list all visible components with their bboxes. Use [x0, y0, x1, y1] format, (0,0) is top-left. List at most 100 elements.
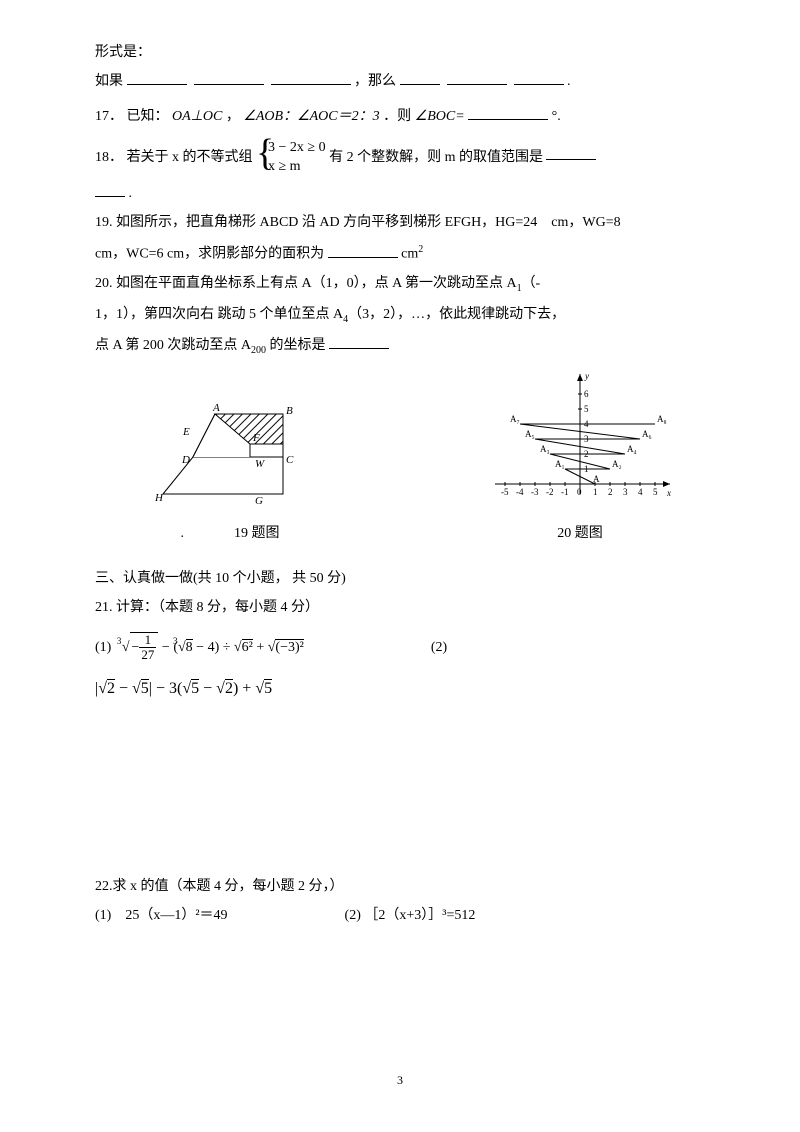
q16-prefix: 如果: [95, 74, 123, 89]
svg-text:y: y: [584, 371, 589, 381]
svg-text:3: 3: [623, 487, 628, 497]
q22-p1: (1) 25（x—1）²＝49: [95, 908, 228, 923]
q16-line1: 形式是：: [95, 40, 705, 65]
num: 1: [139, 633, 156, 648]
q17-expr-c: ∠BOC=: [415, 109, 465, 124]
svg-text:A₅: A₅: [525, 429, 535, 439]
q18-num: 18．: [95, 149, 123, 164]
svg-text:-1: -1: [561, 487, 569, 497]
q21-expr1: 3√−127 − (3√8 − 4) ÷ √6² + √(−3)²: [122, 640, 308, 655]
abs-l: |: [95, 680, 98, 697]
coordinate-diagram: -5-4-3 -2-10 123 45 123 456: [485, 369, 675, 509]
svg-text:C: C: [286, 454, 294, 466]
blank: [546, 146, 596, 160]
root-idx: 3: [117, 633, 122, 649]
q22-p2: (2) ［2（x+3）］³=512: [345, 908, 476, 923]
fig20-caption: 20 题图: [485, 521, 675, 546]
svg-text:-2: -2: [546, 487, 554, 497]
svg-text:H: H: [155, 492, 164, 504]
q20-text-b: （-: [522, 276, 541, 291]
q17-text-b: ，: [226, 109, 240, 124]
q20-text-d: （3，2），…，依此规律跳动下去，: [348, 307, 565, 322]
svg-text:A₂: A₂: [612, 459, 622, 469]
q19-sup: 2: [418, 244, 423, 255]
r2b: 2: [225, 679, 233, 697]
q18-line2: .: [95, 181, 705, 206]
blank: [514, 71, 564, 85]
svg-text:0: 0: [577, 487, 582, 497]
svg-text:A: A: [212, 402, 220, 414]
blank: [447, 71, 507, 85]
svg-text:A₄: A₄: [627, 444, 637, 454]
q20-text-c: 1，1），第四次向右 跳动 5 个单位至点 A: [95, 307, 343, 322]
q19-unit: cm: [401, 247, 418, 262]
blank: [194, 71, 264, 85]
q21-p1-label: (1): [95, 640, 111, 655]
svg-text:-3: -3: [531, 487, 539, 497]
plus: +: [253, 640, 268, 655]
svg-text:5: 5: [653, 487, 658, 497]
sys-line2: x ≥ m: [268, 157, 326, 177]
q19-line1: 19. 如图所示，把直角梯形 ABCD 沿 AD 方向平移到梯形 EFGH，HG…: [95, 210, 705, 235]
q20-text-a: 如图在平面直角坐标系上有点 A（1，0），点 A 第一次跳动至点 A: [116, 276, 517, 291]
r62: 6²: [242, 639, 253, 655]
q17-text-c: ．则: [383, 109, 411, 124]
den: 27: [139, 648, 156, 662]
q17-num: 17．: [95, 109, 123, 124]
m4: − 4) ÷: [193, 640, 234, 655]
svg-text:1: 1: [593, 487, 598, 497]
q17-text-a: 已知：: [127, 109, 169, 124]
q17: 17． 已知： OA⊥OC ， ∠AOB：∠AOC＝2：3 ．则 ∠BOC= °…: [95, 104, 705, 129]
svg-text:4: 4: [638, 487, 643, 497]
svg-text:2: 2: [608, 487, 613, 497]
q22-parts: (1) 25（x—1）²＝49 (2) ［2（x+3）］³=512: [95, 903, 705, 928]
q20-text-f: 的坐标是: [266, 338, 326, 353]
fig19-caption-text: 19 题图: [234, 526, 280, 541]
svg-text:F: F: [252, 432, 260, 444]
blank: [400, 71, 440, 85]
svg-text:G: G: [255, 495, 263, 507]
blank: [271, 71, 351, 85]
minus: −: [115, 680, 132, 697]
q18-text-b: 有 2 个整数解，则 m 的取值范围是: [329, 149, 543, 164]
svg-text:A₇: A₇: [510, 414, 520, 424]
svg-text:A₃: A₃: [540, 444, 550, 454]
q20-line1: 20. 如图在平面直角坐标系上有点 A（1，0），点 A 第一次跳动至点 A1（…: [95, 271, 705, 298]
q21-part1: (1) 3√−127 − (3√8 − 4) ÷ √6² + √(−3)² (2…: [95, 632, 705, 663]
figure-20: -5-4-3 -2-10 123 45 123 456: [485, 369, 675, 545]
q16-line2: 如果 ，那么 .: [95, 69, 705, 94]
figures-row: A B E F D C W H G .19 题图 -5-4-3 -2-10 12…: [95, 369, 705, 545]
svg-text:W: W: [255, 458, 265, 470]
svg-text:A: A: [593, 474, 600, 484]
blank: [127, 71, 187, 85]
page-number: 3: [0, 1070, 800, 1092]
blank: [468, 106, 548, 120]
m3: − 3(: [152, 680, 182, 697]
r5b: 5: [191, 679, 199, 697]
q20-line2: 1，1），第四次向右 跳动 5 个单位至点 A4（3，2），…，依此规律跳动下去…: [95, 302, 705, 329]
q20-sub200: 200: [251, 344, 266, 355]
svg-text:5: 5: [584, 404, 589, 414]
q21-header: 21. 计算：（本题 8 分，每小题 4 分）: [95, 595, 705, 620]
q16-end: .: [567, 74, 571, 89]
svg-text:A₈: A₈: [657, 414, 667, 424]
svg-text:E: E: [182, 426, 190, 438]
trapezoid-diagram: A B E F D C W H G: [155, 399, 305, 509]
q20-num: 20.: [95, 276, 113, 291]
q19-text-b: cm，WC=6 cm，求阴影部分的面积为: [95, 247, 324, 262]
q22-header: 22.求 x 的值（本题 4 分，每小题 2 分，）: [95, 874, 705, 899]
q20-text-e: 点 A 第 200 次跳动至点 A: [95, 338, 251, 353]
q16-mid: ，那么: [354, 74, 396, 89]
q17-expr-a: OA⊥OC: [172, 109, 222, 124]
rp: ) +: [233, 680, 255, 697]
svg-text:A₁: A₁: [555, 459, 565, 469]
r5c: 5: [264, 679, 272, 697]
svg-text:A₆: A₆: [642, 429, 652, 439]
blank: [95, 183, 125, 197]
eight: 8: [186, 639, 193, 655]
svg-text:B: B: [286, 405, 293, 417]
r2: 2: [107, 679, 115, 697]
inequality-system: 3 − 2x ≥ 0 x ≥ m: [256, 138, 326, 177]
q21-expr2: |√2 − √5| − 3(√5 − √2) + √5: [95, 675, 705, 704]
q18-text-a: 若关于 x 的不等式组: [127, 149, 253, 164]
